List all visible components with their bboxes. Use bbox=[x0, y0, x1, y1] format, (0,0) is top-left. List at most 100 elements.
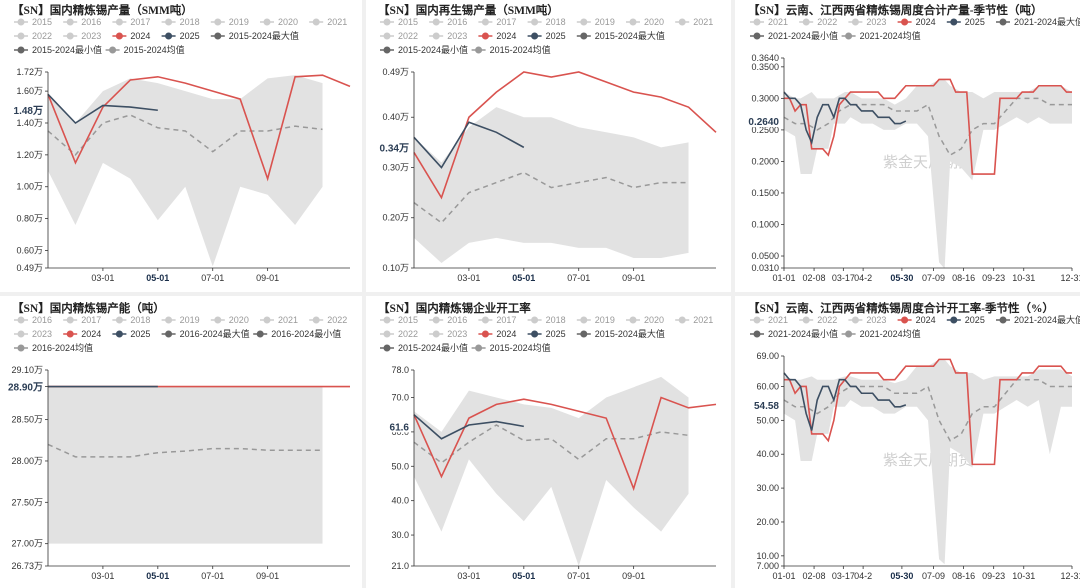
legend-item[interactable]: 2018 bbox=[161, 17, 200, 27]
legend-label: 2021 bbox=[768, 315, 788, 325]
legend-item[interactable]: 2024 bbox=[478, 329, 516, 339]
legend-item[interactable]: 2021 bbox=[750, 17, 788, 27]
legend-item[interactable]: 2015 bbox=[380, 17, 418, 27]
legend-label: 2018 bbox=[130, 315, 150, 325]
x-tick-label: 10-31 bbox=[1012, 273, 1035, 283]
legend-item[interactable]: 2020 bbox=[626, 17, 664, 27]
legend-item[interactable]: 2022 bbox=[380, 31, 418, 41]
legend-item[interactable]: 2021 bbox=[675, 315, 713, 325]
legend-item[interactable]: 2021-2024均值 bbox=[841, 30, 921, 41]
legend-item[interactable]: 2015 bbox=[380, 315, 418, 325]
legend-item[interactable]: 2025 bbox=[527, 329, 566, 339]
legend-dot-marker bbox=[753, 32, 761, 40]
legend: 2021 2022 2023 2024 2025 2021-2024最大值 2021-202… bbox=[750, 16, 1080, 41]
legend-item[interactable]: 2015-2024最大值 bbox=[210, 30, 299, 41]
legend-item[interactable]: 2025 bbox=[112, 329, 150, 339]
average-line bbox=[47, 443, 323, 458]
legend-item[interactable]: 2025 bbox=[161, 31, 200, 41]
legend-item[interactable]: 2017 bbox=[112, 17, 150, 27]
average-line bbox=[783, 378, 1072, 442]
legend-item[interactable]: 2019 bbox=[161, 315, 200, 325]
legend-item[interactable]: 2015-2024最大值 bbox=[576, 328, 665, 339]
legend-item[interactable]: 2025 bbox=[527, 31, 566, 41]
legend-item[interactable]: 2022 bbox=[799, 315, 837, 325]
row-divider bbox=[0, 292, 1080, 296]
legend-item[interactable]: 2018 bbox=[112, 315, 150, 325]
legend-label: 2022 bbox=[398, 329, 418, 339]
legend-item[interactable]: 2021-2024最大值 bbox=[996, 314, 1080, 325]
legend-label: 2021-2024最小值 bbox=[768, 328, 838, 339]
legend-item[interactable]: 2022 bbox=[14, 31, 52, 41]
legend-item[interactable]: 2025 bbox=[946, 315, 985, 325]
legend-item[interactable]: 2023 bbox=[429, 329, 467, 339]
legend-label: 2016-2024均值 bbox=[32, 342, 93, 353]
legend-item[interactable]: 2017 bbox=[478, 17, 516, 27]
current-value-label: 0.34万 bbox=[380, 142, 409, 154]
legend-item[interactable]: 2015-2024最小值 bbox=[14, 44, 102, 55]
legend-label: 2017 bbox=[130, 17, 150, 27]
legend-item[interactable]: 2017 bbox=[63, 315, 101, 325]
legend-dot-marker bbox=[115, 18, 123, 26]
legend-item[interactable]: 2016 bbox=[429, 315, 467, 325]
legend-item[interactable]: 2021-2024最大值 bbox=[996, 16, 1080, 27]
legend-item[interactable]: 2022 bbox=[309, 315, 347, 325]
legend-item[interactable]: 2020 bbox=[626, 315, 664, 325]
chart-panel-yunnan-jiangxi-weekly-operating-rate: 【SN】云南、江西两省精炼锡周度合计开工率-季节性（%） 2021 2022 202… bbox=[740, 298, 1080, 588]
legend-item[interactable]: 2021 bbox=[675, 17, 713, 27]
legend-item[interactable]: 2019 bbox=[576, 315, 615, 325]
y-tick-label: 0.49万 bbox=[382, 67, 409, 77]
legend-item[interactable]: 2024 bbox=[63, 329, 101, 339]
y-tick-label: 0.3500 bbox=[751, 62, 779, 72]
legend-item[interactable]: 2016-2024最小值 bbox=[253, 328, 341, 339]
legend-item[interactable]: 2024 bbox=[112, 31, 150, 41]
legend-label: 2022 bbox=[32, 31, 52, 41]
legend-item[interactable]: 2015-2024均值 bbox=[471, 342, 551, 353]
legend-item[interactable]: 2019 bbox=[210, 17, 249, 27]
legend-item[interactable]: 2024 bbox=[897, 17, 936, 27]
legend-item[interactable]: 2024 bbox=[897, 315, 936, 325]
legend-item[interactable]: 2023 bbox=[429, 31, 467, 41]
legend-item[interactable]: 2016 bbox=[14, 315, 52, 325]
x-tick-label: 07-01 bbox=[567, 571, 590, 581]
legend-item[interactable]: 2023 bbox=[848, 315, 886, 325]
legend-item[interactable]: 2016-2024均值 bbox=[14, 342, 93, 353]
legend-item[interactable]: 2021-2024均值 bbox=[841, 328, 921, 339]
legend-item[interactable]: 2019 bbox=[576, 17, 615, 27]
legend-item[interactable]: 2015-2024最大值 bbox=[576, 30, 665, 41]
legend-dot-marker bbox=[263, 316, 271, 324]
y-tick-label: 28.00万 bbox=[11, 456, 43, 466]
legend-item[interactable]: 2022 bbox=[380, 329, 418, 339]
legend-item[interactable]: 2024 bbox=[478, 31, 516, 41]
current-value-label: 28.90万 bbox=[8, 382, 43, 394]
legend-item[interactable]: 2023 bbox=[14, 329, 52, 339]
series-2025-line bbox=[413, 414, 524, 440]
legend-label: 2020 bbox=[644, 17, 664, 27]
legend-label: 2019 bbox=[180, 315, 200, 325]
legend-item[interactable]: 2016 bbox=[63, 17, 101, 27]
legend-item[interactable]: 2017 bbox=[478, 315, 516, 325]
legend-item[interactable]: 2021-2024最小值 bbox=[750, 328, 838, 339]
x-tick-label: 08-16 bbox=[952, 273, 975, 283]
legend-item[interactable]: 2023 bbox=[848, 17, 886, 27]
legend-item[interactable]: 2021 bbox=[260, 315, 298, 325]
legend-item[interactable]: 2023 bbox=[63, 31, 101, 41]
legend-item[interactable]: 2015-2024最小值 bbox=[380, 44, 468, 55]
legend-item[interactable]: 2020 bbox=[260, 17, 298, 27]
legend-label: 2021-2024最大值 bbox=[1014, 314, 1080, 325]
legend-item[interactable]: 2015-2024均值 bbox=[471, 44, 551, 55]
legend-item[interactable]: 2021-2024最小值 bbox=[750, 30, 838, 41]
x-tick-label: 08-16 bbox=[952, 571, 975, 581]
legend-item[interactable]: 2025 bbox=[946, 17, 985, 27]
legend-item[interactable]: 2015-2024最小值 bbox=[380, 342, 468, 353]
legend-item[interactable]: 2015 bbox=[14, 17, 52, 27]
legend-item[interactable]: 2018 bbox=[527, 315, 566, 325]
legend-item[interactable]: 2016 bbox=[429, 17, 467, 27]
legend-item[interactable]: 2018 bbox=[527, 17, 566, 27]
legend-label: 2022 bbox=[817, 17, 837, 27]
legend-item[interactable]: 2016-2024最大值 bbox=[161, 328, 250, 339]
legend-item[interactable]: 2021 bbox=[750, 315, 788, 325]
legend-item[interactable]: 2022 bbox=[799, 17, 837, 27]
legend-item[interactable]: 2020 bbox=[210, 315, 249, 325]
legend-item[interactable]: 2015-2024均值 bbox=[105, 44, 185, 55]
legend-item[interactable]: 2021 bbox=[309, 17, 347, 27]
